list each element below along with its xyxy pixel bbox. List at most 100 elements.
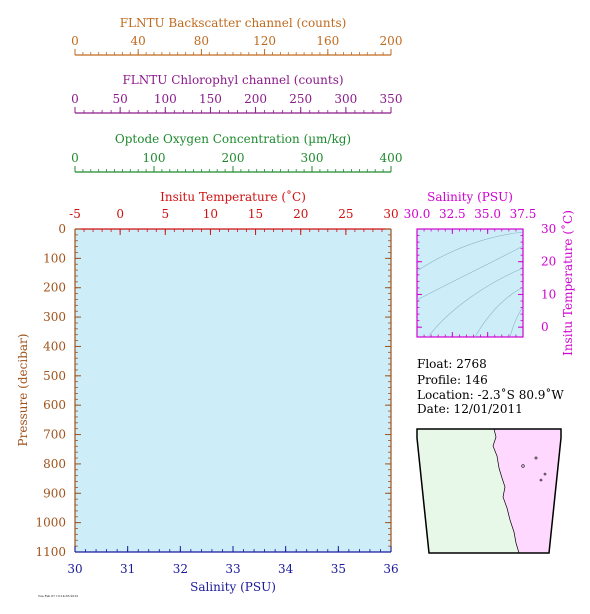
salinity-tick-label: 36 <box>383 562 398 576</box>
temperature-tick-labels: -5 0 5 10 15 20 25 30 <box>69 207 398 221</box>
chlorophyll-tick-marks <box>74 107 392 113</box>
ts-temperature-title: Insitu Temperature (˚C) <box>560 210 575 356</box>
backscatter-tick-label: 120 <box>253 34 276 48</box>
float-location: Location: -2.3˚S 80.9˚W <box>417 388 564 402</box>
profile-date: Date: 12/01/2011 <box>417 402 523 416</box>
temperature-tick-label: 15 <box>248 207 263 221</box>
ts-temperature-tick-label: 20 <box>541 255 556 269</box>
pressure-tick-marks <box>75 228 391 553</box>
salinity-tick-label: 33 <box>225 562 240 576</box>
ts-temperature-tick-label: 10 <box>541 287 556 301</box>
float-id: Float: 2768 <box>417 357 487 371</box>
profile-number: Profile: 146 <box>417 373 488 387</box>
backscatter-tick-label: 0 <box>71 34 79 48</box>
pressure-tick-label: 600 <box>43 398 66 412</box>
map-frame <box>416 428 562 554</box>
ts-tick-marks <box>416 228 524 337</box>
temperature-axis: Insitu Temperature (˚C) -5 0 5 10 15 20 25 30 <box>69 189 398 221</box>
salinity-tick-labels: 30 31 32 33 34 35 36 <box>67 562 398 576</box>
footer-stamp: Tue Feb 07 13:14:03 2012 <box>38 594 78 598</box>
oxygen-tick-label: 0 <box>71 151 79 165</box>
ts-salinity-tick-label: 37.5 <box>510 207 537 221</box>
chlorophyll-axis-title: FLNTU Chlorophyl channel (counts) <box>122 73 343 87</box>
salinity-tick-label: 35 <box>331 562 346 576</box>
salinity-tick-marks <box>74 546 392 552</box>
density-contour <box>416 245 524 301</box>
ts-density-contours <box>416 231 524 338</box>
ts-salinity-tick-label: 35.0 <box>474 207 501 221</box>
chlorophyll-tick-label: 300 <box>334 92 357 106</box>
pressure-tick-label: 1000 <box>35 516 66 530</box>
profile-plot-area <box>75 229 391 552</box>
oxygen-tick-labels: 0 100 200 300 400 <box>71 151 402 165</box>
density-contour <box>474 286 524 338</box>
backscatter-tick-marks <box>74 49 392 55</box>
oxygen-tick-label: 100 <box>143 151 166 165</box>
location-map <box>416 428 562 554</box>
temperature-tick-label: 30 <box>383 207 398 221</box>
temperature-tick-label: 25 <box>338 207 353 221</box>
pressure-tick-label: 700 <box>43 428 66 442</box>
ts-diagram: Salinity (PSU) 30.0 32.5 35.0 37.5 0102030 … <box>404 190 575 356</box>
ts-salinity-tick-label: 32.5 <box>439 207 466 221</box>
map-island <box>539 478 543 482</box>
ts-salinity-tick-label: 30.0 <box>404 207 431 221</box>
pressure-axis-title: Pressure (decibar) <box>16 334 30 447</box>
pressure-tick-labels: 0 100 200 300 400 500 600 700 800 900 1000 1100 <box>35 222 66 559</box>
pressure-tick-label: 800 <box>43 457 66 471</box>
ts-temperature-tick-labels: 0 10 20 30 <box>541 222 556 334</box>
chlorophyll-tick-label: 250 <box>289 92 312 106</box>
density-contour <box>427 267 524 338</box>
pressure-tick-label: 300 <box>43 310 66 324</box>
backscatter-axis: FLNTU Backscatter channel (counts) 0 40 80… <box>71 16 402 56</box>
temperature-tick-label: 10 <box>203 207 218 221</box>
chlorophyll-tick-label: 0 <box>71 92 79 106</box>
chlorophyll-tick-label: 200 <box>244 92 267 106</box>
salinity-tick-label: 30 <box>67 562 82 576</box>
profile-plot <box>74 228 392 553</box>
map-island <box>521 464 525 468</box>
backscatter-tick-label: 200 <box>380 34 403 48</box>
pressure-tick-label: 500 <box>43 369 66 383</box>
salinity-tick-label: 32 <box>173 562 188 576</box>
oxygen-axis-title: Optode Oxygen Concentration (µm/kg) <box>115 132 351 146</box>
oxygen-tick-marks <box>74 166 392 172</box>
ts-salinity-tick-labels: 30.0 32.5 35.0 37.5 <box>404 207 537 221</box>
ts-salinity-title: Salinity (PSU) <box>427 190 513 204</box>
temperature-tick-label: 0 <box>116 207 124 221</box>
pressure-tick-label: 1100 <box>35 545 66 559</box>
density-contour <box>509 306 524 338</box>
backscatter-axis-title: FLNTU Backscatter channel (counts) <box>120 16 347 30</box>
salinity-tick-label: 31 <box>120 562 135 576</box>
oxygen-tick-label: 300 <box>301 151 324 165</box>
backscatter-tick-label: 80 <box>194 34 209 48</box>
salinity-axis-title: Salinity (PSU) <box>190 580 276 594</box>
map-islands <box>521 456 547 482</box>
map-island <box>534 456 538 460</box>
chlorophyll-tick-label: 350 <box>380 92 403 106</box>
chlorophyll-tick-label: 50 <box>113 92 128 106</box>
pressure-tick-label: 100 <box>43 251 66 265</box>
pressure-tick-label: 400 <box>43 339 66 353</box>
temperature-axis-title: Insitu Temperature (˚C) <box>160 189 306 204</box>
backscatter-tick-label: 40 <box>131 34 146 48</box>
temperature-tick-label: 20 <box>293 207 308 221</box>
temperature-tick-label: 5 <box>161 207 169 221</box>
pressure-tick-label: 200 <box>43 281 66 295</box>
pressure-tick-label: 0 <box>58 222 66 236</box>
temperature-tick-label: -5 <box>69 207 81 221</box>
backscatter-tick-label: 160 <box>316 34 339 48</box>
oxygen-tick-label: 400 <box>380 151 403 165</box>
chlorophyll-axis: FLNTU Chlorophyl channel (counts) 0 50 100… <box>71 73 402 114</box>
backscatter-tick-labels: 0 40 80 120 160 200 <box>71 34 402 48</box>
chlorophyll-tick-labels: 0 50 100 150 200 250 300 350 <box>71 92 402 106</box>
salinity-tick-label: 34 <box>278 562 294 576</box>
pressure-tick-label: 900 <box>43 486 66 500</box>
chlorophyll-tick-label: 100 <box>154 92 177 106</box>
density-contour <box>416 231 524 272</box>
map-island <box>543 472 547 476</box>
ts-plot-area <box>416 228 524 338</box>
ts-temperature-tick-label: 30 <box>541 222 556 236</box>
chlorophyll-tick-label: 150 <box>199 92 222 106</box>
